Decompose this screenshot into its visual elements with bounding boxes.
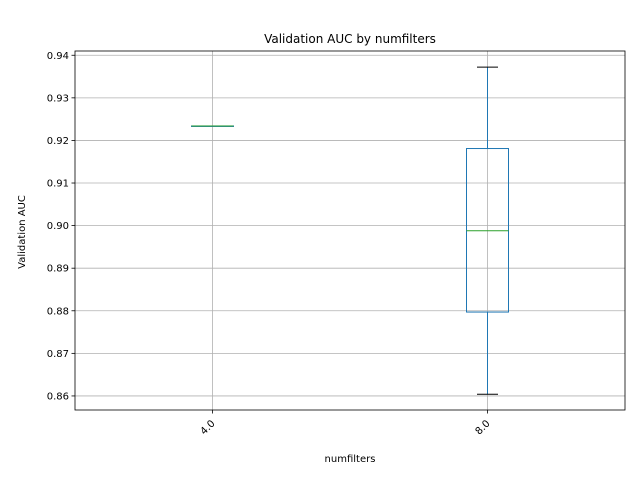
y-tick-label: 0.94 <box>47 51 69 62</box>
y-tick-label: 0.88 <box>47 306 69 317</box>
boxes <box>191 66 509 395</box>
grid-lines <box>75 51 625 410</box>
y-tick-label: 0.92 <box>47 136 69 147</box>
x-tick-label: 4.0 <box>199 418 218 437</box>
y-tick-label: 0.86 <box>47 391 69 402</box>
y-tick-label: 0.90 <box>47 221 69 232</box>
y-tick-label: 0.93 <box>47 93 69 104</box>
x-tick-label: 8.0 <box>474 418 493 437</box>
plot-area-frame <box>74 50 626 411</box>
box-8.0 <box>466 66 509 395</box>
y-axis-label: Validation AUC <box>17 195 28 269</box>
box-4.0 <box>191 125 234 127</box>
chart-title: Validation AUC by numfilters <box>264 32 436 46</box>
y-tick-label: 0.91 <box>47 179 69 190</box>
y-tick-label: 0.89 <box>47 264 69 275</box>
axis-ticks: 0.86 0.87 0.88 0.89 0.90 0.91 0.92 0.93 0.94 4.0 8… <box>47 51 493 438</box>
y-tick-label: 0.87 <box>47 349 69 360</box>
x-axis-label: numfilters <box>325 454 376 465</box>
